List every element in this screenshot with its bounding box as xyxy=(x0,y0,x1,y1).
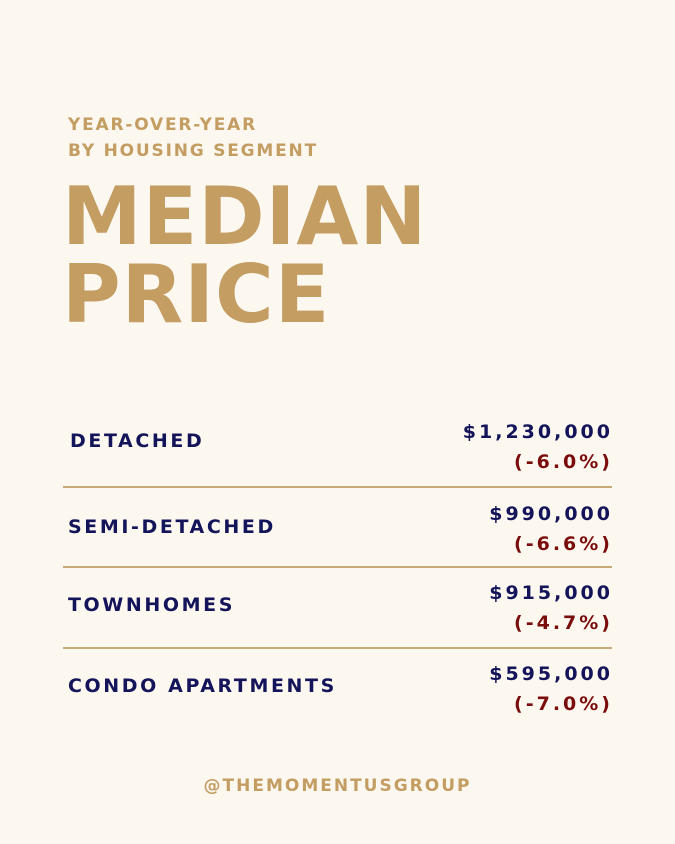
segment-label: CONDO APARTMENTS xyxy=(68,675,337,697)
segment-label: TOWNHOMES xyxy=(68,594,235,616)
subtitle-line-1: YEAR-OVER-YEAR xyxy=(68,115,258,135)
segment-row-semi-detached: SEMI-DETACHED $990,000 (-6.6%) xyxy=(68,502,613,562)
segment-price: $990,000 xyxy=(489,503,613,525)
social-handle: @THEMOMENTUSGROUP xyxy=(203,776,472,796)
segment-label: DETACHED xyxy=(70,430,205,452)
segment-price: $595,000 xyxy=(489,663,613,685)
segment-row-townhomes: TOWNHOMES $915,000 (-4.7%) xyxy=(68,581,613,641)
title-line-2: PRICE xyxy=(62,248,331,341)
subtitle-line-2: BY HOUSING SEGMENT xyxy=(68,141,318,161)
segment-label: SEMI-DETACHED xyxy=(68,516,276,538)
segment-price: $915,000 xyxy=(489,582,613,604)
divider xyxy=(63,486,612,488)
divider xyxy=(63,566,612,568)
subtitle: YEAR-OVER-YEAR BY HOUSING SEGMENT xyxy=(68,112,318,164)
segment-row-detached: DETACHED $1,230,000 (-6.0%) xyxy=(68,420,613,480)
segment-change: (-6.6%) xyxy=(514,533,613,555)
page-title: MEDIAN PRICE xyxy=(62,170,428,341)
segment-price: $1,230,000 xyxy=(462,421,613,443)
segment-row-condo-apartments: CONDO APARTMENTS $595,000 (-7.0%) xyxy=(68,662,613,722)
segment-change: (-4.7%) xyxy=(514,612,613,634)
title-line-1: MEDIAN xyxy=(62,170,428,263)
segment-change: (-6.0%) xyxy=(514,451,613,473)
divider xyxy=(63,647,612,649)
segment-change: (-7.0%) xyxy=(514,693,613,715)
